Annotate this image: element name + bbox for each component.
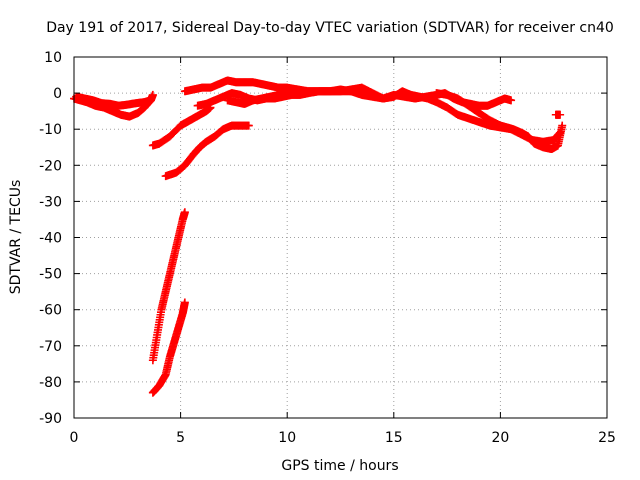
series-arc-11: [551, 110, 565, 119]
data-points: [70, 76, 567, 397]
y-axis-label: SDTVAR / TECUs: [8, 180, 24, 295]
x-tick-label: 20: [491, 430, 509, 446]
data-point: [148, 90, 157, 99]
y-tick-label: -30: [39, 194, 62, 210]
series-arc-3: [148, 103, 215, 150]
data-point: [389, 92, 398, 101]
y-tick-label: 10: [44, 50, 62, 66]
x-tick-label: 5: [176, 430, 185, 446]
axis-ticks: [73, 56, 608, 419]
x-tick-label: 10: [278, 430, 296, 446]
x-tick-labels: 0 5 10 15 20 25: [70, 430, 616, 446]
data-point: [244, 121, 253, 130]
series-arc-6: [148, 298, 189, 397]
data-point: [180, 298, 189, 307]
x-tick-label: 0: [70, 430, 79, 446]
y-tick-labels: 10 0 -10 -20 -30 -40 -50 -60 -70 -80 -90: [39, 50, 62, 427]
data-point: [556, 110, 565, 119]
series-arc-10: [432, 89, 567, 154]
y-tick-label: 0: [53, 86, 62, 102]
series-arc-5: [148, 208, 189, 365]
x-axis-label: GPS time / hours: [281, 458, 398, 474]
y-tick-label: -70: [39, 339, 62, 355]
chart-title: Day 191 of 2017, Sidereal Day-to-day VTE…: [46, 20, 614, 36]
y-tick-label: -40: [39, 231, 62, 247]
data-point: [558, 121, 567, 130]
series-arc-9: [223, 87, 398, 108]
series-arc-4: [161, 121, 253, 181]
data-point: [180, 208, 189, 217]
series-arc-2: [72, 92, 155, 110]
data-point: [507, 96, 516, 105]
y-tick-label: -60: [39, 303, 62, 319]
y-tick-label: -50: [39, 267, 62, 283]
data-point: [146, 96, 155, 105]
y-tick-label: -20: [39, 158, 62, 174]
x-tick-label: 15: [385, 430, 403, 446]
y-tick-label: -80: [39, 375, 62, 391]
x-tick-label: 25: [598, 430, 616, 446]
y-tick-label: -10: [39, 122, 62, 138]
y-tick-label: -90: [39, 411, 62, 427]
